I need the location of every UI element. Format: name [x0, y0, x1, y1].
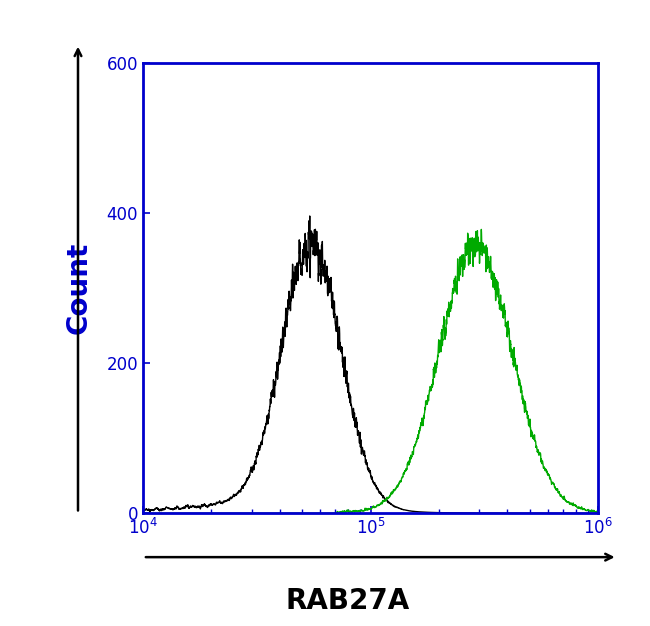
Y-axis label: Count: Count	[64, 242, 92, 334]
Text: RAB27A: RAB27A	[285, 587, 410, 615]
